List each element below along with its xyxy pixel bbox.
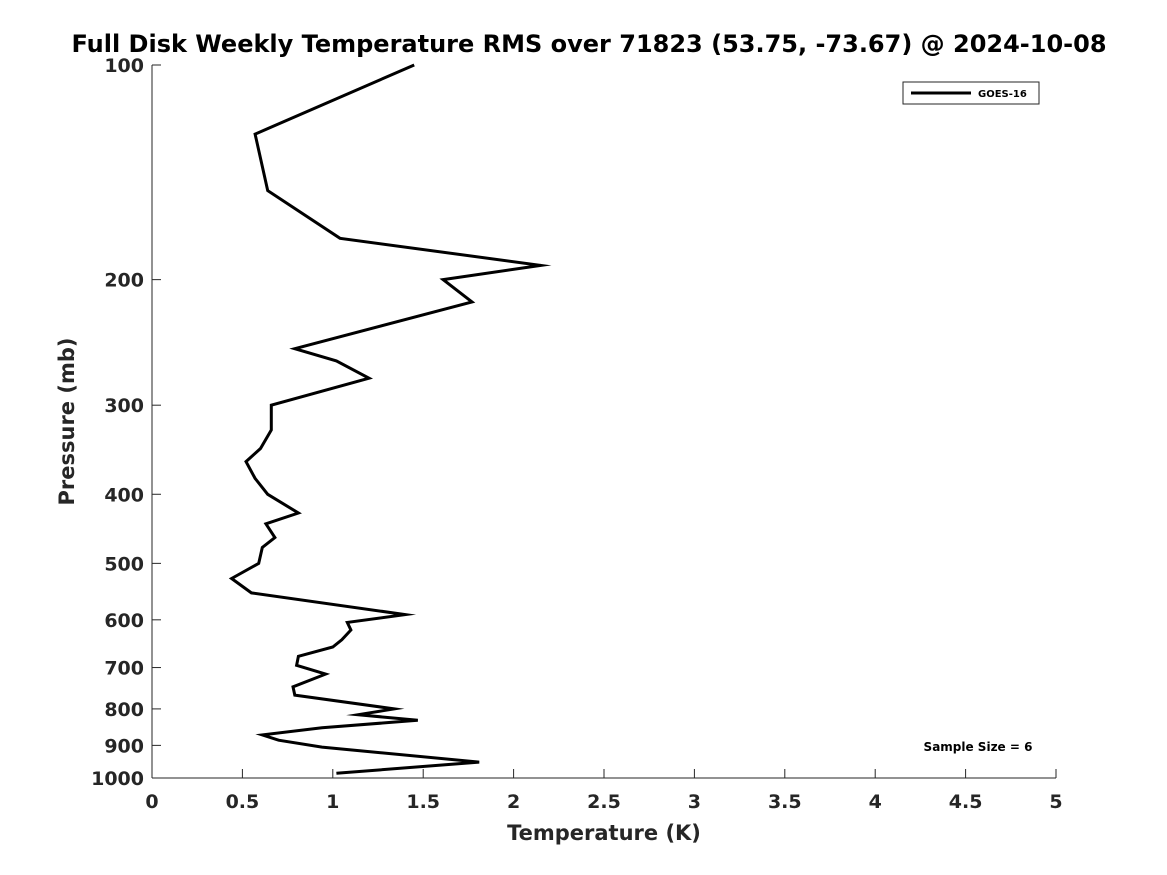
x-tick-label: 0.5 bbox=[226, 791, 260, 813]
x-tick-label: 4 bbox=[869, 791, 882, 813]
x-tick-label: 0 bbox=[145, 791, 158, 813]
x-tick-label: 5 bbox=[1049, 791, 1062, 813]
x-tick-label: 3 bbox=[688, 791, 701, 813]
y-tick-label: 500 bbox=[104, 553, 144, 575]
x-tick-label: 1.5 bbox=[406, 791, 440, 813]
x-tick-label: 3.5 bbox=[768, 791, 802, 813]
y-axis-label: Pressure (mb) bbox=[55, 338, 79, 506]
y-tick-label: 1000 bbox=[91, 768, 144, 790]
y-tick-label: 300 bbox=[104, 395, 144, 417]
x-axis-label: Temperature (K) bbox=[507, 821, 701, 845]
legend: GOES-16 bbox=[902, 81, 1040, 105]
y-tick-label: 900 bbox=[104, 735, 144, 757]
x-axis: 0 0.5 1 1.5 2 2.5 3 3.5 4 4.5 5 bbox=[145, 769, 1063, 813]
chart-title: Full Disk Weekly Temperature RMS over 71… bbox=[71, 30, 1106, 58]
y-tick-label: 100 bbox=[104, 55, 144, 77]
y-tick-label: 200 bbox=[104, 270, 144, 292]
y-tick-label: 800 bbox=[104, 699, 144, 721]
series-line-goes-16 bbox=[228, 63, 552, 775]
y-tick-label: 700 bbox=[104, 658, 144, 680]
y-tick-label: 600 bbox=[104, 610, 144, 632]
plot-area bbox=[152, 65, 1056, 778]
x-tick-label: 1 bbox=[326, 791, 339, 813]
sample-size-annotation: Sample Size = 6 bbox=[924, 740, 1033, 754]
series-layer bbox=[228, 63, 552, 775]
x-tick-label: 2 bbox=[507, 791, 520, 813]
x-tick-label: 4.5 bbox=[949, 791, 983, 813]
y-tick-label: 400 bbox=[104, 484, 144, 506]
y-axis: 100 200 300 400 500 600 700 800 900 1000 bbox=[91, 55, 161, 790]
x-tick-label: 2.5 bbox=[587, 791, 621, 813]
legend-entry-goes-16: GOES-16 bbox=[978, 89, 1027, 100]
